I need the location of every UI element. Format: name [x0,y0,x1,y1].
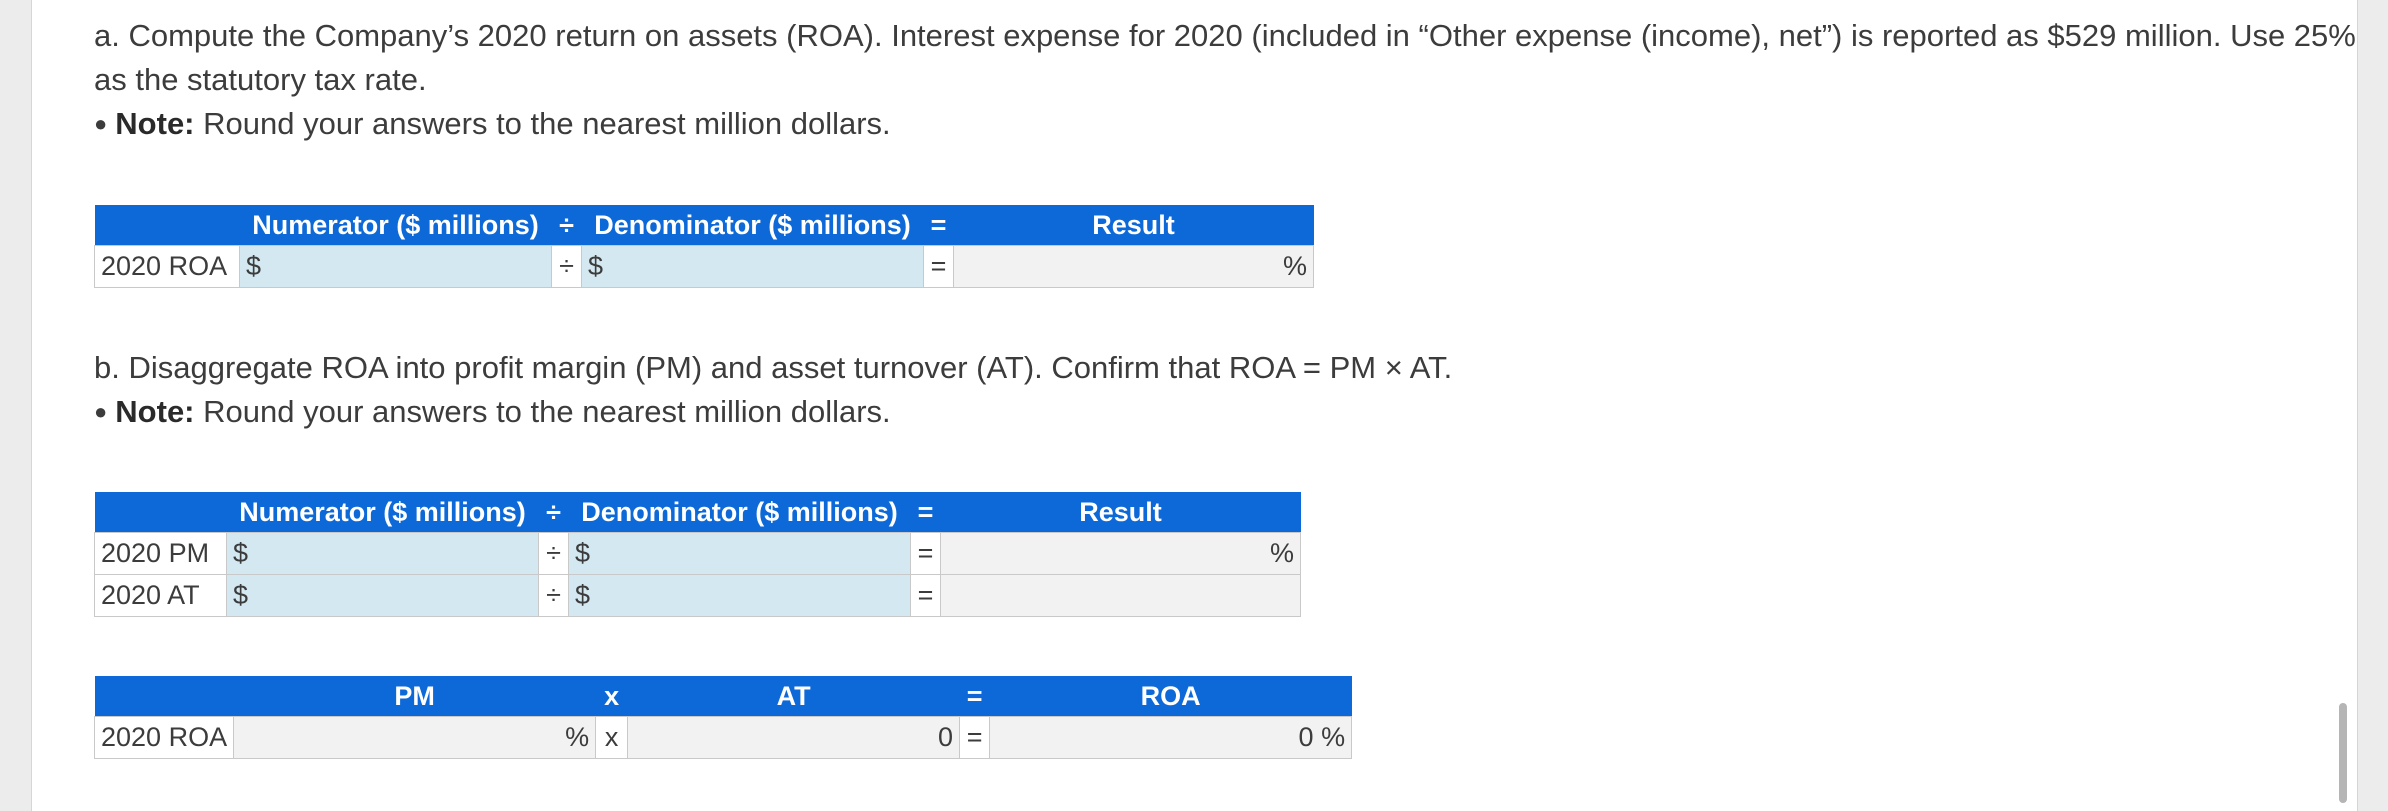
divide-sign: ÷ [538,532,569,575]
result-output: % [940,532,1301,575]
at-output: 0 [627,716,961,759]
equals-sign: = [910,532,941,575]
denominator-header: Denominator ($ millions) [581,205,924,246]
numerator-input[interactable]: $ [226,574,539,617]
dollar-sign: $ [233,538,249,568]
part-a-instructions: a. Compute the Company’s 2020 return on … [94,18,2356,97]
denominator-header: Denominator ($ millions) [568,492,911,533]
part-b-note-label: Note: [115,394,195,429]
divide-sign: ÷ [551,245,582,288]
percent-sign: % [1321,722,1346,752]
part-a-note-text: Round your answers to the nearest millio… [203,106,891,141]
numerator-header: Numerator ($ millions) [239,205,552,246]
row-label: 2020 ROA [93,716,235,759]
dollar-sign: $ [246,251,262,281]
table-row: 2020 AT $ ÷ $ = [94,574,1301,617]
numerator-header: Numerator ($ millions) [226,492,539,533]
table-row: 2020 ROA $ ÷ $ = % [94,245,1314,288]
roa-output: 0 % [989,716,1353,759]
part-a-note: Note: Round your answers to the nearest … [94,102,2374,149]
part-b-note-text: Round your answers to the nearest millio… [203,394,891,429]
question-panel: a. Compute the Company’s 2020 return on … [31,0,2358,811]
divide-sign: ÷ [538,574,569,617]
dollar-sign: $ [588,251,604,281]
multiply-header: x [595,676,628,717]
denominator-input[interactable]: $ [581,245,924,288]
dollar-sign: $ [575,580,591,610]
numerator-input[interactable]: $ [226,532,539,575]
result-output [940,574,1301,617]
confirm-roa-table: PM x AT = ROA 2020 ROA % x 0 = 0 % [93,676,1353,759]
numerator-input[interactable]: $ [239,245,552,288]
row-label: 2020 PM [94,532,227,575]
part-a-note-label: Note: [115,106,195,141]
result-output: % [953,245,1314,288]
row-label: 2020 ROA [94,245,240,288]
multiply-sign: x [595,716,629,759]
pm-at-table: Numerator ($ millions) ÷ Denominator ($ … [94,492,1301,617]
pm-header: PM [233,676,596,717]
percent-sign: % [565,722,590,752]
denominator-input[interactable]: $ [568,532,911,575]
dollar-sign: $ [575,538,591,568]
roa-header: ROA [989,676,1352,717]
row-label: 2020 AT [94,574,227,617]
result-header: Result [940,492,1301,533]
at-header: AT [627,676,960,717]
dollar-sign: $ [233,580,249,610]
part-b-instructions: b. Disaggregate ROA into profit margin (… [94,350,1453,385]
equals-sign: = [910,574,941,617]
roa-table: Numerator ($ millions) ÷ Denominator ($ … [94,205,1314,288]
table-row: 2020 PM $ ÷ $ = % [94,532,1301,575]
confirm-table-header: PM x AT = ROA [94,676,1352,717]
equals-header: = [923,205,954,246]
roa-value: 0 [1298,722,1314,752]
denominator-input[interactable]: $ [568,574,911,617]
divide-header: ÷ [538,492,569,533]
equals-header: = [910,492,941,533]
pm-output: % [233,716,597,759]
percent-sign: % [1282,251,1307,281]
equals-header: = [959,676,990,717]
scrollbar-thumb[interactable] [2339,703,2347,803]
equals-sign: = [959,716,991,759]
result-header: Result [953,205,1314,246]
percent-sign: % [1269,538,1294,568]
equals-sign: = [923,245,954,288]
pm-at-table-header: Numerator ($ millions) ÷ Denominator ($ … [94,492,1301,533]
table-row: 2020 ROA % x 0 = 0 % [93,716,1353,759]
part-b-note: Note: Round your answers to the nearest … [94,390,2374,437]
divide-header: ÷ [551,205,582,246]
roa-table-header: Numerator ($ millions) ÷ Denominator ($ … [94,205,1314,246]
